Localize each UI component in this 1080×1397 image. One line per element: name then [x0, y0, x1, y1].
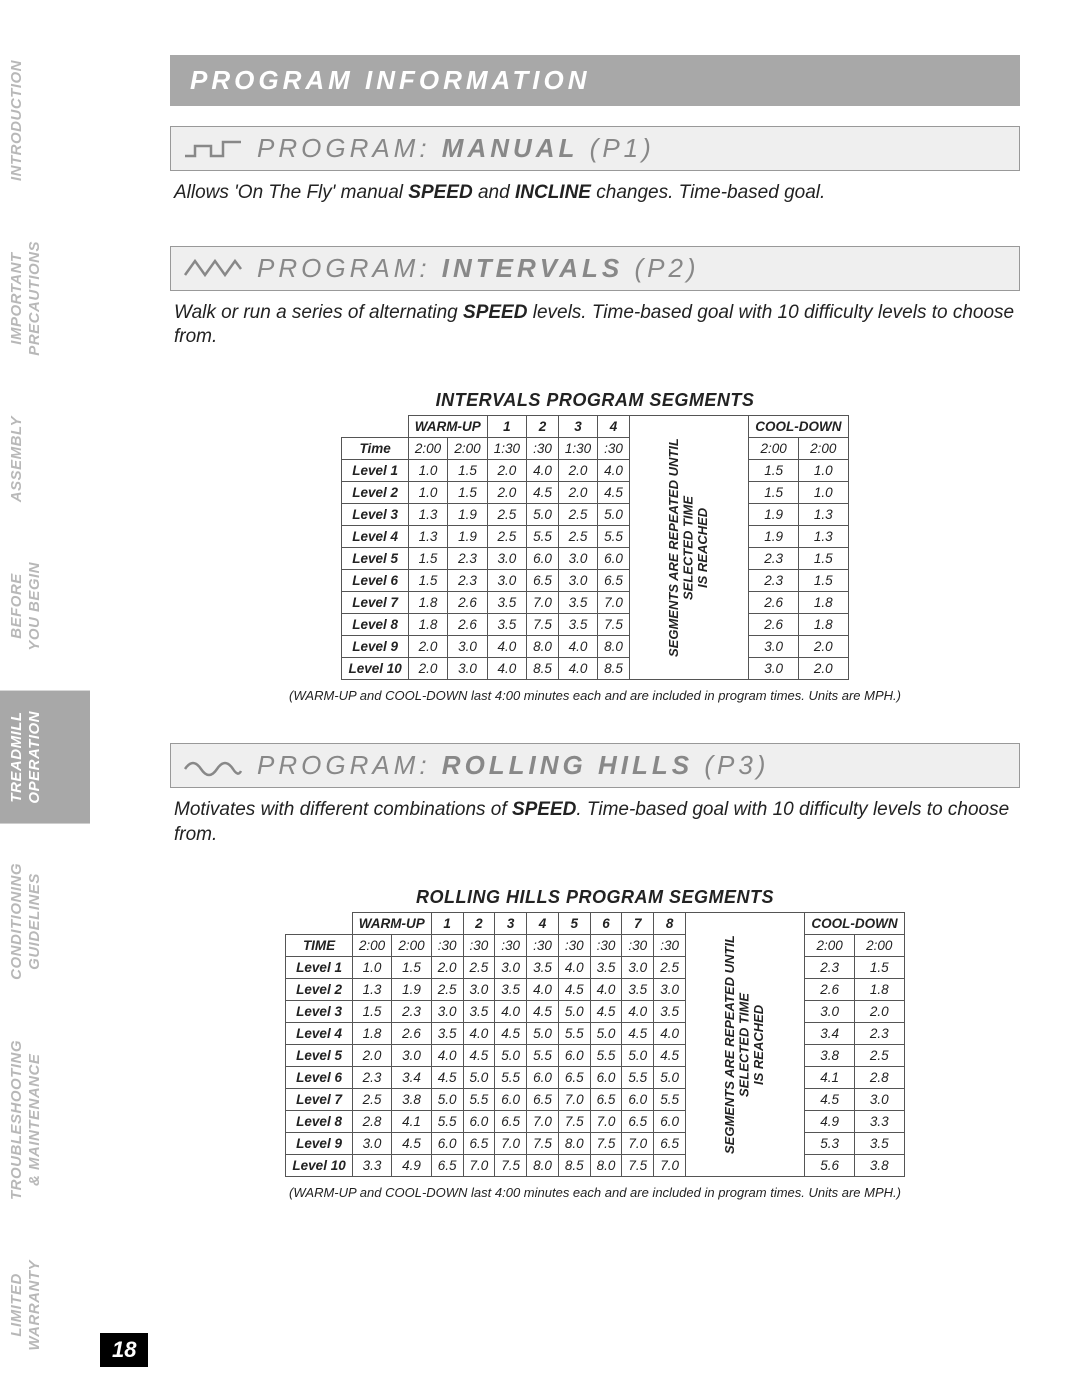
program-p3-header: PROGRAM: ROLLING HILLS (P3) [170, 743, 1020, 788]
rolling-footnote: (WARM-UP and COOL-DOWN last 4:00 minutes… [170, 1185, 1020, 1200]
rolling-table-wrap: WARM-UP12345678SEGMENTS ARE REPEATED UNT… [170, 912, 1020, 1177]
program-p2-title: PROGRAM: INTERVALS (P2) [257, 253, 700, 284]
table-row: Level 93.04.56.06.57.07.58.07.57.06.55.3… [286, 1133, 904, 1155]
table-row: Level 82.84.15.56.06.57.07.57.06.56.04.9… [286, 1111, 904, 1133]
intervals-footnote: (WARM-UP and COOL-DOWN last 4:00 minutes… [170, 688, 1020, 703]
rolling-title: ROLLING HILLS PROGRAM SEGMENTS [170, 887, 1020, 908]
table-row: Level 31.31.92.55.02.55.01.91.3 [342, 504, 848, 526]
sidebar-tab[interactable]: ASSEMBLY [0, 396, 90, 522]
program-p2-header: PROGRAM: INTERVALS (P2) [170, 246, 1020, 291]
table-row: Level 62.33.44.55.05.56.06.56.05.55.04.1… [286, 1067, 904, 1089]
intervals-title: INTERVALS PROGRAM SEGMENTS [170, 390, 1020, 411]
sidebar-tab[interactable]: TROUBLESHOOTING& MAINTENANCE [0, 1020, 90, 1220]
table-row: Level 102.03.04.08.54.08.53.02.0 [342, 658, 848, 680]
table-row: Time2:002:001:30:301:30:302:002:00 [342, 438, 848, 460]
table-row: Level 61.52.33.06.53.06.52.31.5 [342, 570, 848, 592]
repeat-note: SEGMENTS ARE REPEATED UNTIL SELECTED TIM… [629, 416, 748, 680]
table-row: TIME2:002:00:30:30:30:30:30:30:30:302:00… [286, 935, 904, 957]
table-row: Level 71.82.63.57.03.57.02.61.8 [342, 592, 848, 614]
table-row: Level 72.53.85.05.56.06.57.06.56.05.54.5… [286, 1089, 904, 1111]
sidebar-tab[interactable]: CONDITIONINGGUIDELINES [0, 843, 90, 1000]
program-p3-title: PROGRAM: ROLLING HILLS (P3) [257, 750, 769, 781]
sidebar-tab[interactable]: BEFOREYOU BEGIN [0, 542, 90, 671]
table-row: Level 41.82.63.54.04.55.05.55.04.54.03.4… [286, 1023, 904, 1045]
table-row: Level 11.01.52.02.53.03.54.03.53.02.52.3… [286, 957, 904, 979]
intervals-table: WARM-UP1234SEGMENTS ARE REPEATED UNTIL S… [341, 415, 848, 680]
program-p2-desc: Walk or run a series of alternating SPEE… [174, 301, 1016, 350]
table-row: Level 103.34.96.57.07.58.08.58.07.57.05.… [286, 1155, 904, 1177]
intervals-table-wrap: WARM-UP1234SEGMENTS ARE REPEATED UNTIL S… [170, 415, 1020, 680]
sidebar-tab[interactable]: IMPORTANTPRECAUTIONS [0, 221, 90, 376]
sidebar-tab[interactable]: LIMITEDWARRANTY [0, 1240, 90, 1371]
program-p1-title: PROGRAM: MANUAL (P1) [257, 133, 655, 164]
table-row: Level 31.52.33.03.54.04.55.04.54.03.53.0… [286, 1001, 904, 1023]
table-row: Level 52.03.04.04.55.05.56.05.55.04.53.8… [286, 1045, 904, 1067]
main-content: PROGRAM INFORMATION PROGRAM: MANUAL (P1)… [170, 55, 1020, 1200]
sidebar-tab[interactable]: INTRODUCTION [0, 40, 90, 201]
table-row: Level 92.03.04.08.04.08.03.02.0 [342, 636, 848, 658]
wave-icon [183, 755, 243, 777]
step-icon [183, 138, 243, 160]
program-p1-desc: Allows 'On The Fly' manual SPEED and INC… [174, 181, 1016, 206]
sidebar-tab[interactable]: TREADMILLOPERATION [0, 691, 90, 824]
table-row: Level 41.31.92.55.52.55.51.91.3 [342, 526, 848, 548]
table-row: Level 81.82.63.57.53.57.52.61.8 [342, 614, 848, 636]
repeat-note: SEGMENTS ARE REPEATED UNTIL SELECTED TIM… [685, 913, 804, 1177]
sidebar-tabs: INTRODUCTION IMPORTANTPRECAUTIONS ASSEMBLY… [0, 40, 90, 1371]
table-row: Level 21.01.52.04.52.04.51.51.0 [342, 482, 848, 504]
table-row: Level 21.31.92.53.03.54.04.54.03.53.02.6… [286, 979, 904, 1001]
banner-title: PROGRAM INFORMATION [170, 55, 1020, 106]
table-row: Level 51.52.33.06.03.06.02.31.5 [342, 548, 848, 570]
program-p1-header: PROGRAM: MANUAL (P1) [170, 126, 1020, 171]
zigzag-icon [183, 257, 243, 279]
rolling-table: WARM-UP12345678SEGMENTS ARE REPEATED UNT… [285, 912, 904, 1177]
table-row: Level 11.01.52.04.02.04.01.51.0 [342, 460, 848, 482]
program-p3-desc: Motivates with different combinations of… [174, 798, 1016, 847]
page-number: 18 [100, 1333, 148, 1367]
